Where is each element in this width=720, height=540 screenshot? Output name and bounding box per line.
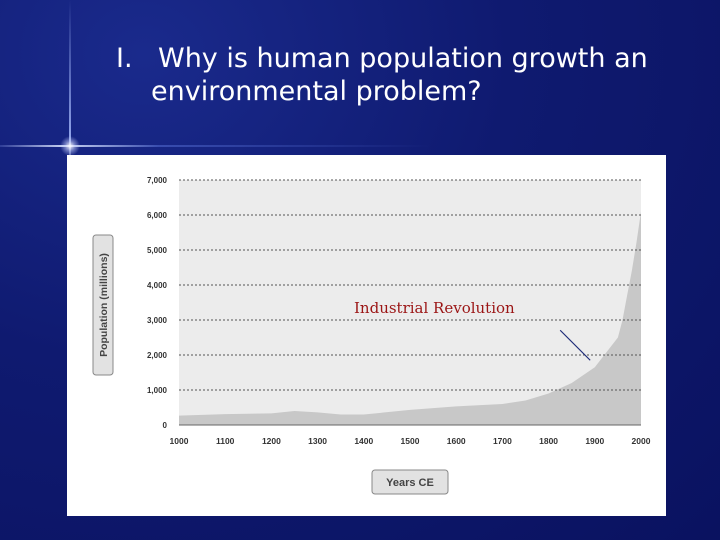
y-axis-label-box bbox=[92, 234, 114, 376]
industrial-revolution-label: Industrial Revolution bbox=[354, 299, 515, 317]
y-tick-label: 2,000 bbox=[147, 351, 168, 360]
x-tick-label: 1800 bbox=[539, 436, 558, 446]
y-tick-label: 3,000 bbox=[147, 316, 168, 325]
y-tick-label: 6,000 bbox=[147, 211, 168, 220]
decorative-star-glow bbox=[60, 136, 80, 156]
outline-marker: I. bbox=[116, 43, 133, 74]
x-axis-label-box bbox=[371, 469, 449, 495]
y-tick-label: 5,000 bbox=[147, 246, 168, 255]
y-tick-label: 1,000 bbox=[147, 386, 168, 395]
annotation-arrow bbox=[559, 329, 591, 361]
x-axis-label: Years CE bbox=[386, 477, 434, 489]
y-tick-label: 4,000 bbox=[147, 281, 168, 290]
y-tick-label: 7,000 bbox=[147, 176, 168, 185]
x-tick-label: 1300 bbox=[308, 436, 327, 446]
x-tick-label: 1200 bbox=[262, 436, 281, 446]
x-tick-label: 1400 bbox=[354, 436, 373, 446]
y-tick-label: 0 bbox=[163, 421, 168, 430]
x-tick-label: 1100 bbox=[216, 436, 235, 446]
x-tick-label: 1700 bbox=[493, 436, 512, 446]
title-line-1: Why is human population growth an bbox=[158, 43, 648, 74]
x-tick-label: 1600 bbox=[447, 436, 466, 446]
title-line-2: environmental problem? bbox=[151, 76, 482, 107]
decorative-vertical-line bbox=[69, 0, 71, 160]
y-axis-label: Population (millions) bbox=[98, 253, 110, 357]
decorative-horizontal-line bbox=[0, 145, 720, 147]
x-tick-label: 1500 bbox=[401, 436, 420, 446]
x-tick-label: 2000 bbox=[632, 436, 651, 446]
slide-title: I. Why is human population growth an envi… bbox=[116, 42, 696, 108]
x-tick-label: 1900 bbox=[585, 436, 604, 446]
population-area bbox=[179, 211, 641, 425]
x-tick-label: 1000 bbox=[170, 436, 189, 446]
plot-area bbox=[179, 180, 641, 425]
chart-svg: 0 1,000 2,000 3,000 4,000 5,000 6,000 7,000 1000… bbox=[92, 176, 651, 495]
population-chart: 0 1,000 2,000 3,000 4,000 5,000 6,000 7,000 1000… bbox=[67, 155, 666, 516]
